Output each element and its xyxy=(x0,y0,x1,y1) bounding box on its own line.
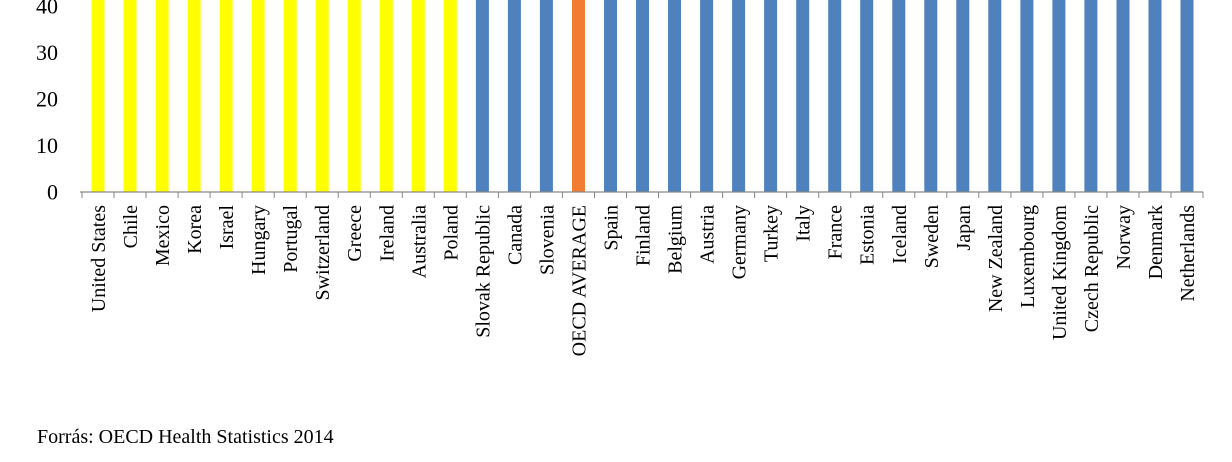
category-label: Germany xyxy=(729,205,751,279)
category-label: Spain xyxy=(601,205,623,251)
bar xyxy=(1116,0,1130,193)
bar xyxy=(924,0,938,193)
bar xyxy=(700,0,714,193)
y-tick-label: 40 xyxy=(36,0,58,19)
bar xyxy=(604,0,617,193)
source-note: Forrás: OECD Health Statistics 2014 xyxy=(37,426,334,448)
category-label: OECD AVERAGE xyxy=(569,205,591,356)
bar xyxy=(988,0,1002,193)
category-label: Ireland xyxy=(376,205,398,262)
category-label: Finland xyxy=(633,205,655,266)
bar xyxy=(860,0,874,193)
bar xyxy=(123,0,137,193)
category-label: Slovenia xyxy=(536,205,558,275)
category-label: Portugal xyxy=(280,205,302,273)
bar xyxy=(892,0,906,193)
bar xyxy=(251,0,265,193)
category-label: Belgium xyxy=(665,205,687,274)
y-tick-label: 20 xyxy=(36,87,58,112)
y-axis: 0 10 20 30 40 xyxy=(36,0,58,205)
category-label: Italy xyxy=(793,205,815,242)
category-label: Estonia xyxy=(857,205,879,265)
y-tick-label: 30 xyxy=(36,40,58,65)
bar xyxy=(732,0,746,193)
bar xyxy=(796,0,810,193)
bar xyxy=(956,0,970,193)
category-label: Luxembourg xyxy=(1017,205,1039,308)
category-label: Norway xyxy=(1113,205,1135,269)
bar xyxy=(443,0,457,193)
x-axis: United States Chile Mexico Korea Israel Hunga… xyxy=(80,191,1204,356)
bar xyxy=(507,0,521,193)
bar xyxy=(379,0,393,193)
category-label: Turkey xyxy=(761,205,783,262)
category-label: Israel xyxy=(216,205,238,250)
bar xyxy=(668,0,681,193)
category-label: Switzerland xyxy=(312,205,334,301)
bar xyxy=(187,0,201,193)
category-label: Chile xyxy=(120,205,142,248)
category-label: Hungary xyxy=(248,205,270,275)
category-label: Iceland xyxy=(889,205,911,264)
bar xyxy=(347,0,361,193)
bar xyxy=(475,0,489,193)
bar xyxy=(1052,0,1066,193)
bar xyxy=(539,0,553,193)
bars xyxy=(91,0,1194,193)
category-label: Canada xyxy=(504,205,526,265)
bar xyxy=(1084,0,1098,193)
bar xyxy=(572,0,585,193)
bar xyxy=(219,0,233,193)
category-label: Denmark xyxy=(1145,205,1167,279)
category-label: Netherlands xyxy=(1177,205,1199,302)
bar xyxy=(1148,0,1162,193)
category-label: Australia xyxy=(408,205,430,278)
bar xyxy=(155,0,169,193)
bar xyxy=(91,0,105,193)
category-label: United Kingdom xyxy=(1049,205,1071,340)
category-label: Greece xyxy=(344,205,366,262)
category-label: Sweden xyxy=(921,205,943,268)
category-label: France xyxy=(825,205,847,260)
category-label: Mexico xyxy=(152,205,174,266)
bar xyxy=(1020,0,1034,193)
y-tick-label: 0 xyxy=(47,180,58,205)
bar xyxy=(411,0,425,193)
bar xyxy=(764,0,778,193)
category-label: Poland xyxy=(440,205,462,261)
category-label: Japan xyxy=(953,205,975,251)
category-label: Austria xyxy=(697,205,719,264)
y-tick-label: 10 xyxy=(36,133,58,158)
bar xyxy=(315,0,329,193)
bar xyxy=(1180,0,1194,193)
bar xyxy=(828,0,842,193)
bar xyxy=(636,0,649,193)
category-label: Korea xyxy=(184,205,206,254)
bar xyxy=(283,0,297,193)
category-label: United States xyxy=(88,205,110,312)
category-label: New Zealand xyxy=(985,205,1007,312)
category-label: Slovak Republic xyxy=(472,205,494,338)
category-label: Czech Republic xyxy=(1081,205,1103,332)
